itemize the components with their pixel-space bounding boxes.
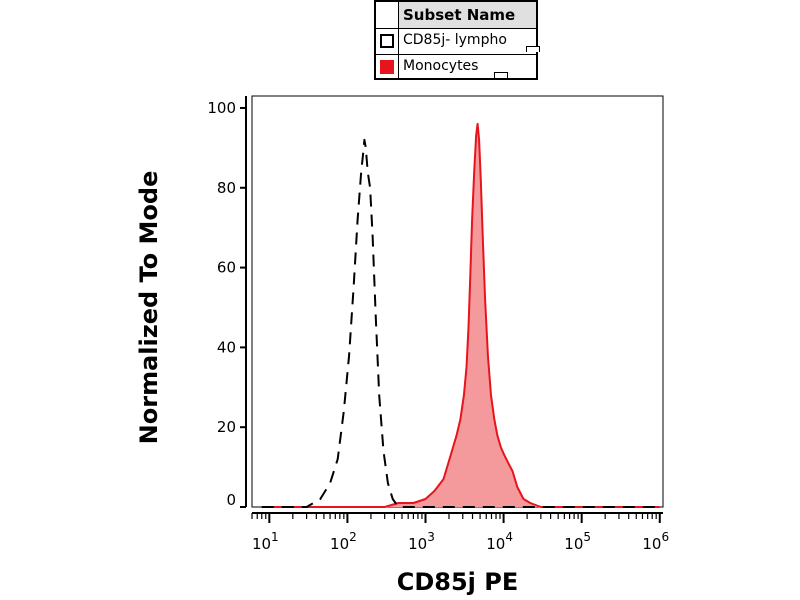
y-tick-label: 100 <box>207 99 236 117</box>
x-tick-label: 102 <box>330 530 357 553</box>
x-tick-label: 106 <box>642 530 669 553</box>
x-tick-label: 101 <box>252 530 279 553</box>
y-tick-label: 20 <box>217 418 236 436</box>
legend-label: CD85j- lympho <box>403 32 507 48</box>
series-monocytes-line <box>261 122 660 508</box>
legend-corner <box>376 2 398 29</box>
y-axis-title: Normalized To Mode <box>135 171 163 445</box>
legend-tab <box>526 46 540 52</box>
x-tick-label: 104 <box>486 530 513 553</box>
legend-item-monocytes: Monocytes <box>376 55 536 80</box>
y-tick-label: 60 <box>217 259 236 277</box>
legend-header: Subset Name <box>398 2 536 29</box>
y-tick-label: 80 <box>217 179 236 197</box>
x-tick-label: 105 <box>564 530 591 553</box>
legend-tab <box>494 72 508 78</box>
series-monocytes-area <box>261 123 660 508</box>
legend-swatch-dashed <box>380 34 394 48</box>
legend-swatch-filled <box>380 60 394 74</box>
x-tick-label: 103 <box>408 530 435 553</box>
x-axis-title: CD85j PE <box>397 568 519 596</box>
legend-label: Monocytes <box>403 58 479 74</box>
legend: Subset Name CD85j- lympho Monocytes <box>374 0 540 80</box>
y-tick-label: 0 <box>226 491 236 509</box>
y-tick-label: 40 <box>217 338 236 356</box>
series-lympho-line <box>261 138 660 508</box>
legend-item-lympho: CD85j- lympho <box>376 29 540 55</box>
